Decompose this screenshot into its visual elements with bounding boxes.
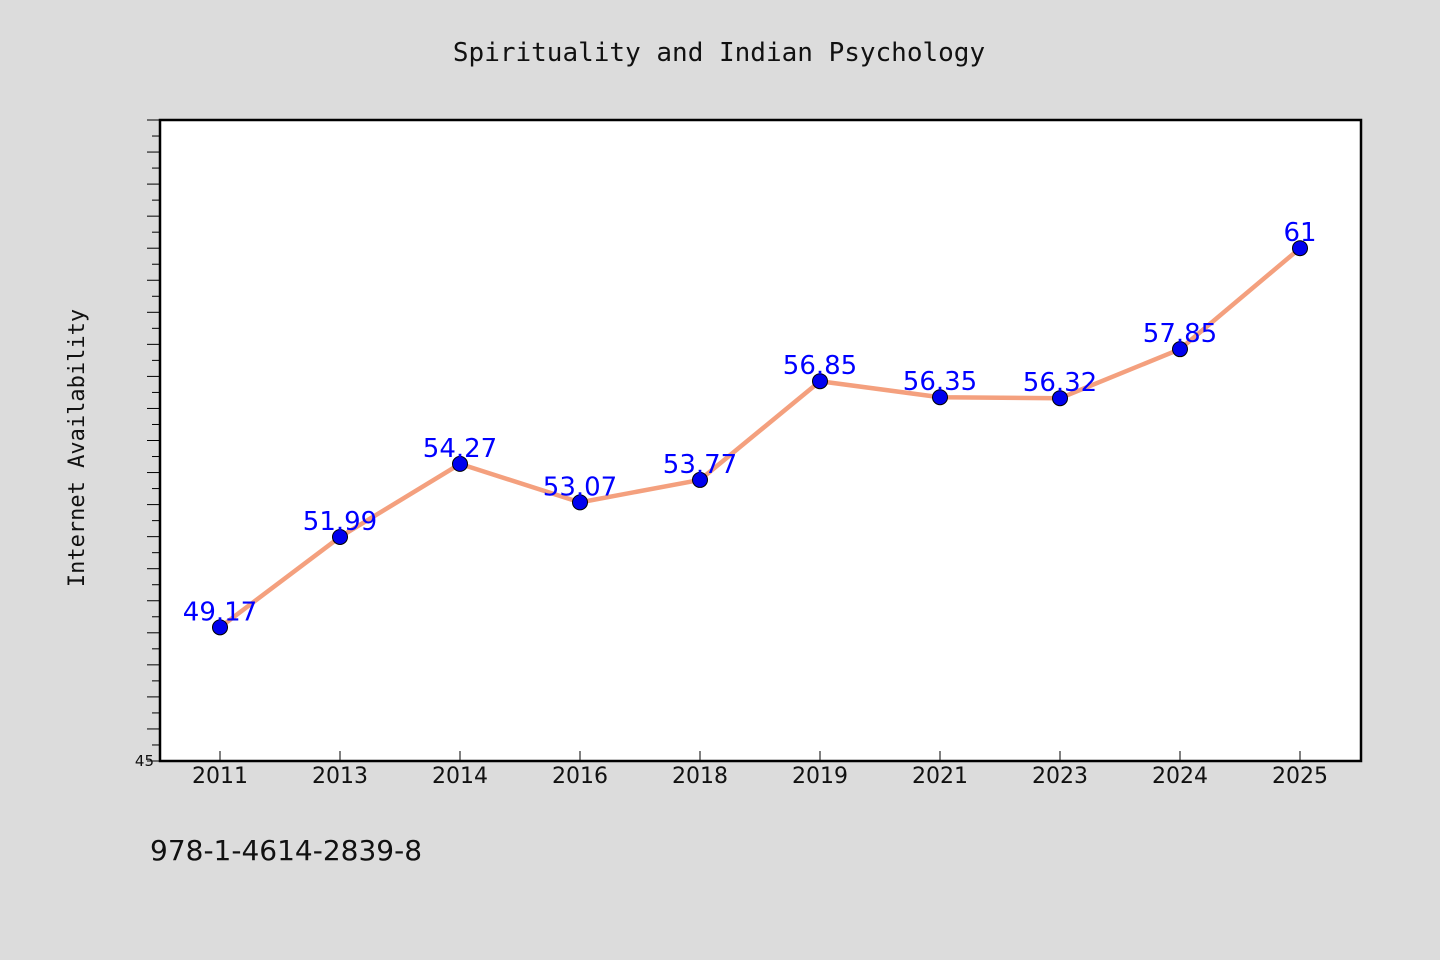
y-tick-label: 45	[135, 752, 154, 770]
x-tick-label: 2013	[312, 764, 368, 789]
x-tick-label: 2021	[912, 764, 968, 789]
x-tick-label: 2016	[552, 764, 608, 789]
data-label: 56.32	[1023, 368, 1097, 398]
x-tick-label: 2014	[432, 764, 488, 789]
data-label: 54.27	[423, 434, 497, 464]
data-label: 51.99	[303, 507, 377, 537]
series-line	[217, 245, 1303, 630]
x-tick-label: 2019	[792, 764, 848, 789]
data-point-marker	[1292, 240, 1308, 257]
data-label: 57.85	[1143, 319, 1217, 349]
x-tick-label: 2024	[1152, 764, 1208, 789]
data-point-marker	[1172, 341, 1188, 358]
data-point-marker	[692, 471, 708, 488]
data-label: 53.77	[663, 450, 737, 480]
data-point-marker	[212, 619, 228, 636]
data-point-marker	[332, 528, 348, 545]
data-label: 49.17	[183, 597, 257, 627]
series-internet-availability: 49.17 51.99 54.27 53.07 53.77 56.85 56.35 56.32…	[183, 218, 1317, 636]
plot-area	[158, 118, 1363, 763]
x-tick-label: 2011	[192, 764, 248, 789]
data-point-marker	[572, 494, 588, 511]
x-tick-label: 2018	[672, 764, 728, 789]
data-label: 56.85	[783, 351, 857, 381]
chart-title: Spirituality and Indian Psychology	[453, 38, 985, 68]
x-tick-label: 2025	[1272, 764, 1328, 789]
data-label: 56.35	[903, 367, 977, 397]
y-axis-ticks: 45	[135, 119, 160, 770]
data-label: 53.07	[543, 472, 617, 502]
data-point-marker	[932, 389, 948, 406]
y-axis-label: Internet Availability	[65, 309, 90, 587]
data-point-marker	[452, 455, 468, 472]
isbn-code: 978-1-4614-2839-8	[150, 834, 423, 867]
data-point-marker	[812, 373, 828, 390]
data-label: 61	[1283, 218, 1316, 248]
x-tick-label: 2023	[1032, 764, 1088, 789]
x-axis-ticks: 2011 2013 2014 2016 2018 2019 2021 2023 2024 2025	[192, 751, 1328, 789]
data-point-marker	[1052, 390, 1068, 407]
